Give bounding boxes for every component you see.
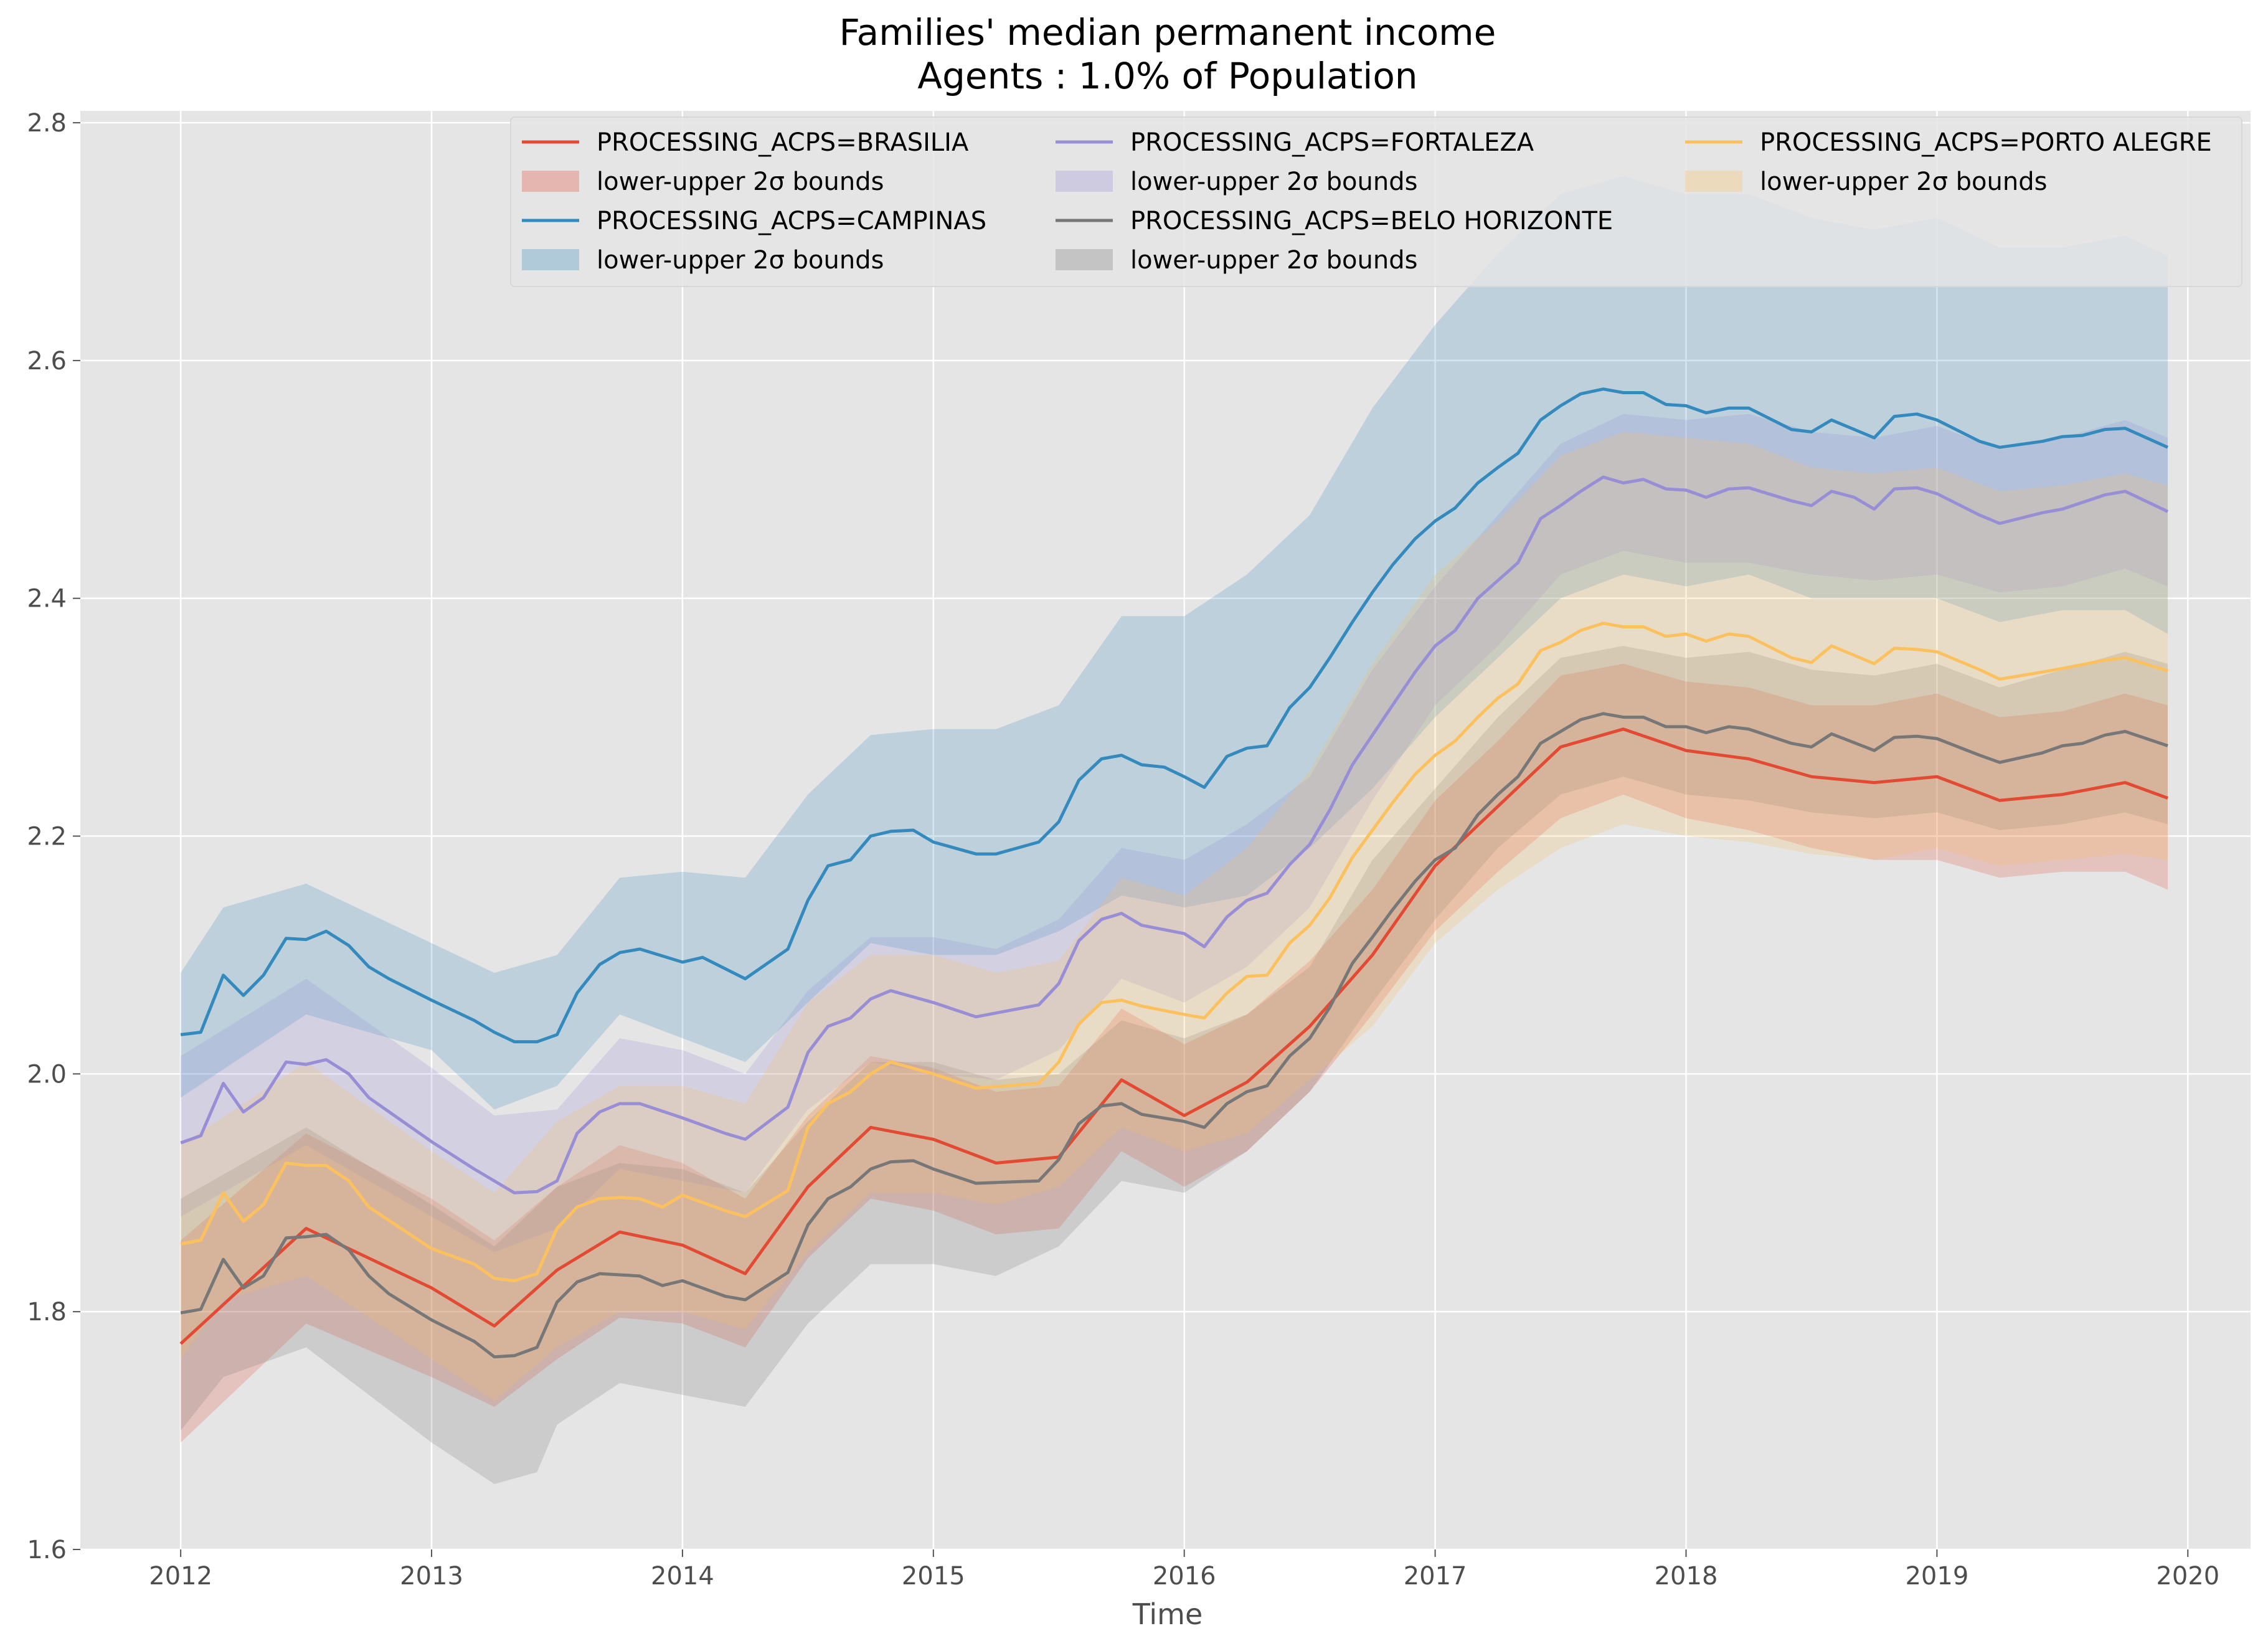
series-line-4 [180,622,2168,1282]
x-tick-label: 2018 [1655,1562,1718,1591]
legend-band-swatch [1056,249,1113,270]
y-axis-ticks: 1.6 1.8 2.0 2.2 2.4 2.6 2.8 [27,109,80,1564]
y-tick-label: 1.6 [27,1536,67,1564]
legend-label: PROCESSING_ACPS=BRASILIA [597,128,969,157]
y-tick-label: 2.0 [27,1060,67,1089]
x-tick-label: 2015 [902,1562,965,1591]
legend-label: lower-upper 2σ bounds [1130,168,1417,196]
legend-label: lower-upper 2σ bounds [1760,168,2047,196]
confidence-band-3 [181,646,2168,1484]
x-tick-label: 2019 [1905,1562,1968,1591]
legend-band-swatch [522,249,579,270]
legend-label: PROCESSING_ACPS=PORTO ALEGRE [1760,128,2212,157]
legend: PROCESSING_ACPS=BRASILIA lower-upper 2σ b… [510,116,2242,287]
x-tick-label: 2013 [400,1562,463,1591]
y-tick-label: 2.6 [27,347,67,376]
plot-area [80,111,2251,1549]
confidence-band-1 [181,176,2168,1110]
x-axis-ticks: 2012 2013 2014 2015 2016 2017 2018 2019 2020 [149,1549,2219,1591]
series-line-1 [180,387,2169,1044]
y-tick-label: 2.8 [27,109,67,138]
legend-band-swatch [1685,171,1742,192]
confidence-band-0 [181,663,2168,1443]
chart-title-line-2: Agents : 1.0% of Population [917,55,1417,97]
legend-label: lower-upper 2σ bounds [597,246,884,275]
y-tick-label: 2.4 [27,585,67,613]
series-lines [179,387,2169,1359]
legend-label: PROCESSING_ACPS=FORTALEZA [1130,128,1534,157]
confidence-band-4 [181,432,2168,1401]
x-tick-label: 2014 [651,1562,714,1591]
legend-band-swatch [1056,171,1113,192]
legend-label: PROCESSING_ACPS=CAMPINAS [597,207,986,235]
series-line-3 [180,712,2168,1359]
confidence-band-2 [181,414,2168,1252]
x-axis-label: Time [1132,1597,1203,1631]
legend-box [510,116,2242,287]
series-line-2 [180,475,2169,1194]
legend-label: lower-upper 2σ bounds [1130,246,1417,275]
legend-label: lower-upper 2σ bounds [597,168,884,196]
series-line-0 [179,727,2168,1345]
x-tick-label: 2012 [149,1562,212,1591]
chart-title-line-1: Families' median permanent income [839,11,1496,54]
y-tick-label: 1.8 [27,1298,67,1327]
x-tick-label: 2017 [1404,1562,1467,1591]
x-tick-label: 2016 [1153,1562,1216,1591]
legend-label: PROCESSING_ACPS=BELO HORIZONTE [1130,207,1613,235]
legend-band-swatch [522,171,579,192]
x-tick-label: 2020 [2156,1562,2219,1591]
y-tick-label: 2.2 [27,823,67,851]
confidence-bands [181,176,2168,1484]
